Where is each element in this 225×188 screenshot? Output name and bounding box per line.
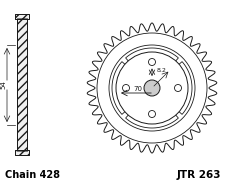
- Bar: [17, 18, 27, 151]
- Circle shape: [143, 80, 159, 96]
- Bar: [15, 14, 29, 19]
- Bar: [17, 18, 27, 151]
- Polygon shape: [112, 62, 139, 114]
- Circle shape: [115, 52, 187, 124]
- Bar: [15, 150, 29, 155]
- Text: JTR 263: JTR 263: [176, 170, 220, 180]
- Polygon shape: [164, 62, 191, 114]
- Polygon shape: [125, 101, 178, 128]
- Circle shape: [148, 111, 155, 118]
- Text: 54: 54: [0, 81, 6, 89]
- Polygon shape: [87, 23, 216, 153]
- Circle shape: [122, 84, 129, 92]
- Circle shape: [148, 58, 155, 65]
- Circle shape: [174, 84, 181, 92]
- Polygon shape: [125, 48, 178, 75]
- Text: 8.2: 8.2: [156, 68, 166, 74]
- Text: Chain 428: Chain 428: [5, 170, 60, 180]
- Bar: [15, 150, 29, 155]
- Bar: [15, 14, 29, 19]
- Text: 70: 70: [133, 86, 142, 92]
